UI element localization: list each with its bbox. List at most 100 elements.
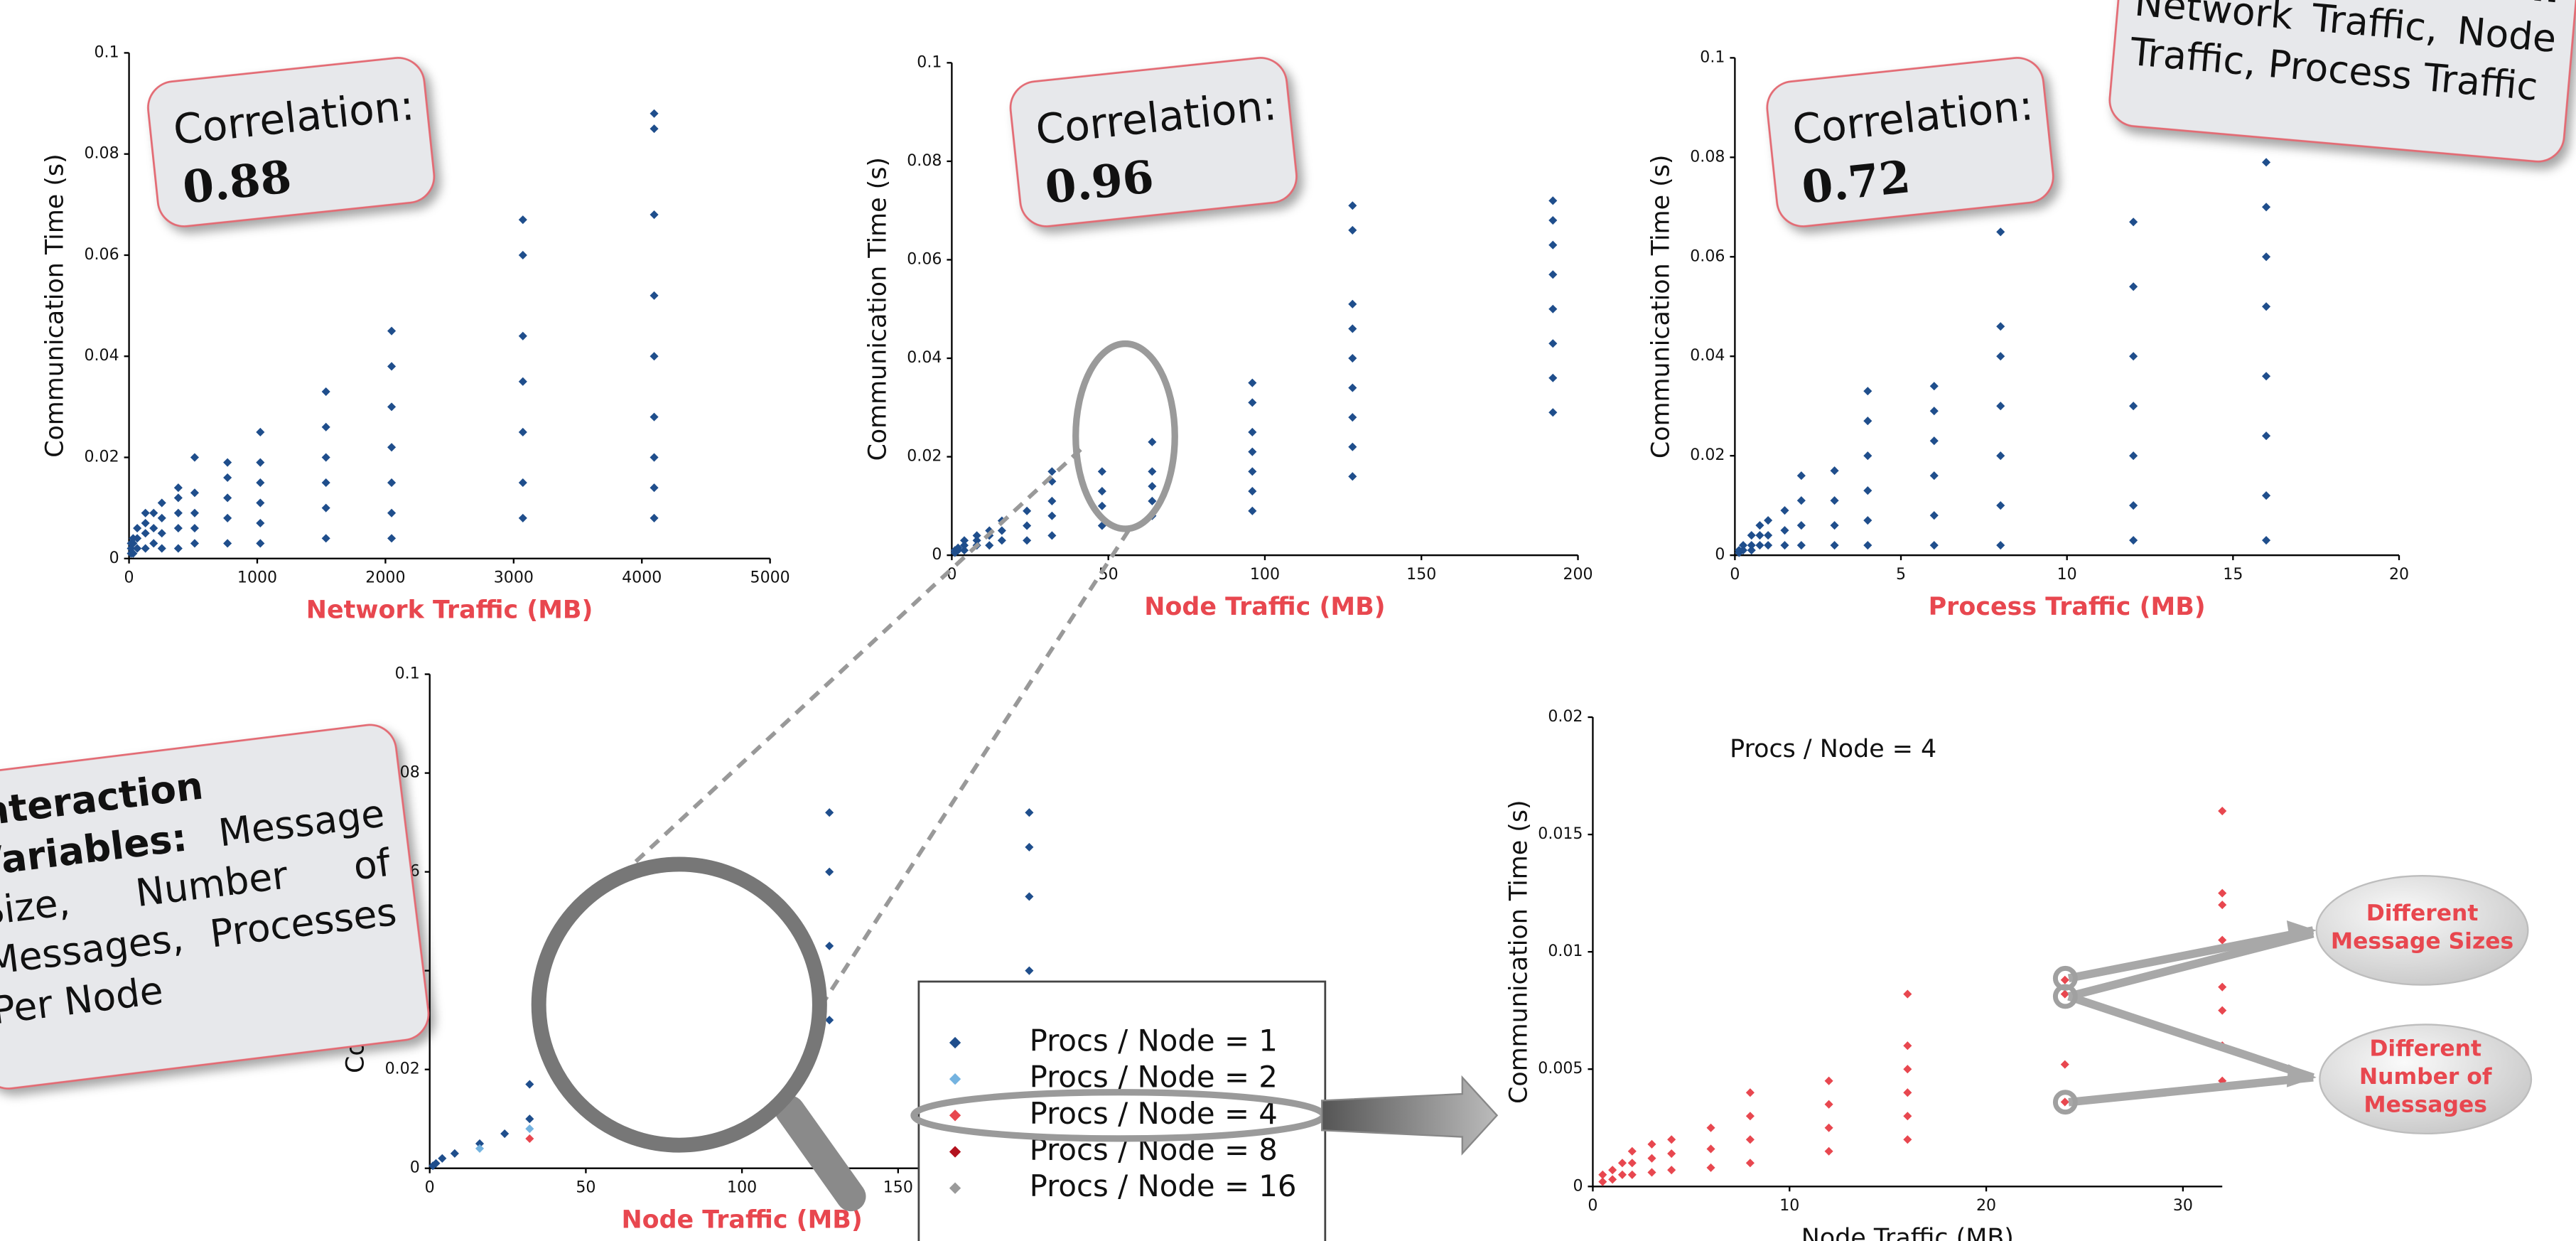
data-point: [2129, 451, 2138, 461]
data-point: [2060, 989, 2069, 999]
data-point: [1248, 506, 1257, 515]
zoom-line: [610, 448, 1082, 886]
y-tick-label: 0.02: [385, 1060, 420, 1078]
data-point: [141, 518, 150, 528]
data-point: [1548, 270, 1558, 279]
magnified-point: [723, 294, 737, 308]
data-point: [518, 215, 527, 225]
data-point: [157, 498, 166, 507]
data-point: [2218, 935, 2227, 945]
data-point: [1824, 1100, 1833, 1109]
legend-label: Procs / Node = 4: [1030, 1096, 1278, 1131]
data-point: [1929, 382, 1939, 391]
data-point: [223, 513, 232, 522]
data-point: [1627, 1170, 1637, 1179]
data-point: [1996, 402, 2005, 411]
callout-text: Variable model: Network Traffic, Node Tr…: [2128, 0, 2562, 110]
data-point: [173, 508, 183, 517]
y-tick-label: 0.04: [84, 347, 119, 365]
data-point: [157, 513, 166, 522]
data-point: [1608, 1166, 1617, 1175]
data-point: [825, 941, 834, 950]
data-point: [1548, 339, 1558, 348]
data-point: [1023, 521, 1032, 530]
data-point: [1647, 1168, 1656, 1177]
data-point: [825, 808, 834, 817]
data-point: [223, 473, 232, 483]
data-point: [1824, 1076, 1833, 1085]
data-point: [1647, 1154, 1656, 1163]
data-point: [1348, 472, 1357, 481]
data-point: [1796, 496, 1806, 505]
annotation-arrow: [2067, 926, 2314, 983]
y-tick-label: 0.04: [907, 349, 942, 367]
data-point: [650, 412, 659, 421]
data-point: [450, 1149, 459, 1158]
data-point: [133, 544, 142, 553]
data-point: [173, 493, 183, 503]
data-point: [1863, 516, 1872, 525]
data-point: [1097, 467, 1106, 476]
arrow-head: [2286, 920, 2317, 942]
data-point: [1996, 352, 2005, 361]
data-point: [1903, 1041, 1912, 1051]
legend-marker: [949, 1146, 961, 1158]
data-point: [438, 1154, 447, 1163]
legend-label: Procs / Node = 1: [1030, 1024, 1278, 1058]
data-point: [387, 326, 397, 335]
data-point: [2262, 372, 2271, 381]
y-axis-label: Communication Time (s): [41, 154, 70, 458]
data-point: [1348, 383, 1357, 392]
data-point: [1023, 536, 1032, 545]
data-point: [149, 524, 158, 533]
data-point: [1780, 541, 1789, 550]
data-point: [1824, 1123, 1833, 1132]
legend-marker: [949, 1182, 961, 1194]
zoom-line: [821, 529, 1131, 1004]
magnified-point: [623, 195, 637, 209]
data-point: [2060, 1097, 2069, 1107]
data-point: [1903, 1065, 1912, 1074]
data-point: [256, 498, 265, 507]
data-point: [1755, 541, 1764, 550]
data-point: [518, 377, 527, 386]
annotation-text: Different Number of Messages: [2359, 1036, 2492, 1119]
data-point: [1047, 496, 1057, 506]
data-point: [1830, 496, 1839, 505]
data-point: [2218, 807, 2227, 816]
scatter-chart: 0 0.02 0.04 0.06 0.08 0.1 0 5 10 15 20 Process Traf…: [1647, 48, 2409, 620]
data-point: [2129, 536, 2138, 545]
data-point: [2129, 282, 2138, 291]
magnified-point: [723, 0, 737, 11]
data-point: [1348, 324, 1357, 333]
magnified-point: [723, 195, 737, 209]
data-point: [1863, 451, 1872, 461]
data-point: [1929, 511, 1939, 520]
chart-title: Procs / Node = 4: [1730, 735, 1936, 763]
data-point: [1764, 531, 1773, 540]
data-point: [997, 536, 1006, 545]
y-tick-label: 0.02: [1548, 708, 1583, 726]
data-point: [2129, 501, 2138, 510]
data-point: [959, 541, 969, 550]
annotation-arrow: [2068, 1073, 2314, 1107]
data-point: [1929, 407, 1939, 416]
data-point: [133, 534, 142, 543]
data-point: [1903, 989, 1912, 999]
data-point: [1248, 467, 1257, 476]
data-point: [1598, 1170, 1607, 1179]
y-tick-label: 0.015: [1538, 825, 1583, 843]
data-point: [321, 453, 330, 462]
data-point: [1929, 541, 1939, 550]
annotation-arrow: [2067, 992, 2314, 1082]
data-point: [1755, 521, 1764, 530]
data-point: [173, 544, 183, 553]
y-tick-label: 0.08: [1690, 148, 1725, 166]
x-tick-label: 30: [2173, 1197, 2193, 1215]
x-axis-label: Node Traffic (MB): [1801, 1224, 2014, 1241]
correlation-value: 0.72: [1799, 150, 1913, 214]
data-point: [650, 513, 659, 522]
